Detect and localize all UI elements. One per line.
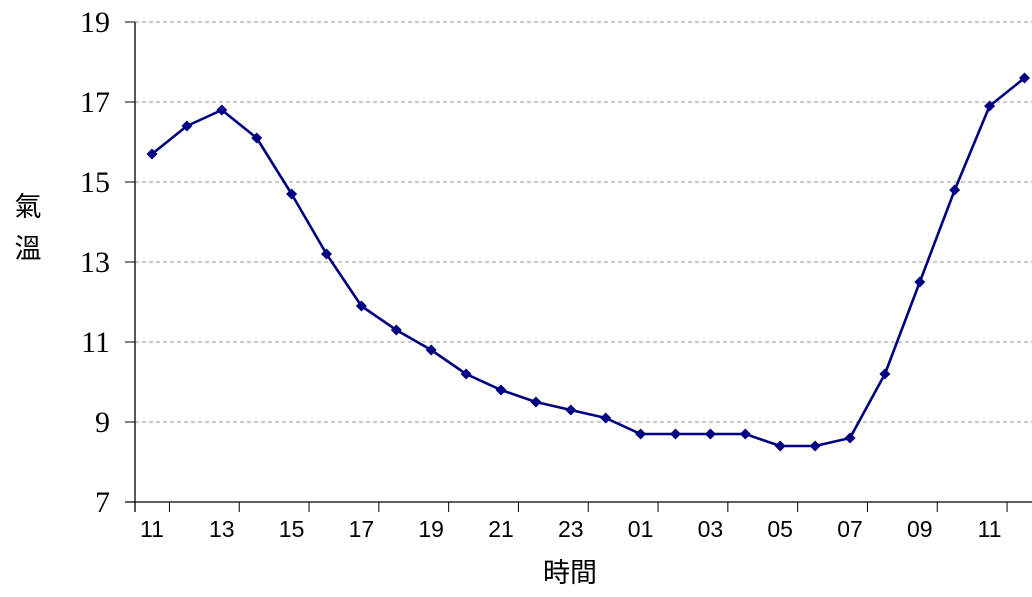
x-tick-label: 13 (209, 516, 235, 542)
x-tick-label: 11 (978, 516, 1002, 542)
series (146, 72, 1030, 452)
x-tick-label: 15 (279, 516, 305, 542)
data-point (635, 428, 647, 440)
x-tick-label: 17 (349, 516, 375, 542)
data-point (216, 104, 228, 116)
y-tick-labels: 7 9 11 13 15 17 19 (80, 6, 110, 519)
y-tick-label: 9 (95, 406, 110, 439)
data-point (984, 100, 996, 112)
series-line (151, 76, 1026, 448)
x-tick-label: 11 (140, 516, 164, 542)
data-point (425, 344, 437, 356)
x-tick-label: 09 (907, 516, 933, 542)
y-tick-label: 11 (81, 326, 110, 359)
data-point (181, 120, 193, 132)
y-tick-label: 7 (95, 486, 110, 519)
y-tick-label: 13 (80, 246, 110, 279)
x-tick-label: 07 (837, 516, 863, 542)
x-tick-label: 01 (628, 516, 654, 542)
gridlines (135, 21, 1032, 423)
data-point (670, 428, 681, 440)
data-point (565, 404, 577, 416)
x-tick-label: 05 (767, 516, 793, 542)
x-axis-title: 時間 (543, 558, 597, 589)
x-tick-label: 21 (488, 516, 514, 542)
data-point (879, 368, 891, 380)
x-tick-label: 19 (418, 516, 444, 542)
x-tick-labels: 11 13 15 17 19 21 23 01 03 05 07 09 11 (140, 516, 1001, 542)
x-tick-label: 03 (698, 516, 724, 542)
data-point (530, 396, 542, 408)
data-point (914, 276, 926, 288)
data-point (146, 148, 158, 160)
axes (125, 21, 1032, 512)
y-tick-label: 17 (80, 86, 110, 119)
data-point (1019, 72, 1030, 84)
y-tick-label: 19 (80, 6, 110, 39)
y-tick-label: 15 (80, 166, 110, 199)
data-point (355, 300, 367, 312)
data-point (600, 412, 612, 424)
data-point (495, 384, 507, 396)
data-point (286, 188, 298, 200)
data-point (844, 432, 856, 444)
data-point (949, 184, 961, 196)
data-point (774, 440, 786, 452)
data-point (739, 428, 751, 440)
data-point (251, 132, 263, 144)
data-point (321, 248, 332, 260)
data-point (460, 368, 472, 380)
data-point (809, 440, 821, 452)
x-tick-label: 23 (558, 516, 584, 542)
data-point (390, 324, 402, 336)
data-point (704, 428, 716, 440)
y-axis-title: 氣溫 (15, 192, 42, 265)
